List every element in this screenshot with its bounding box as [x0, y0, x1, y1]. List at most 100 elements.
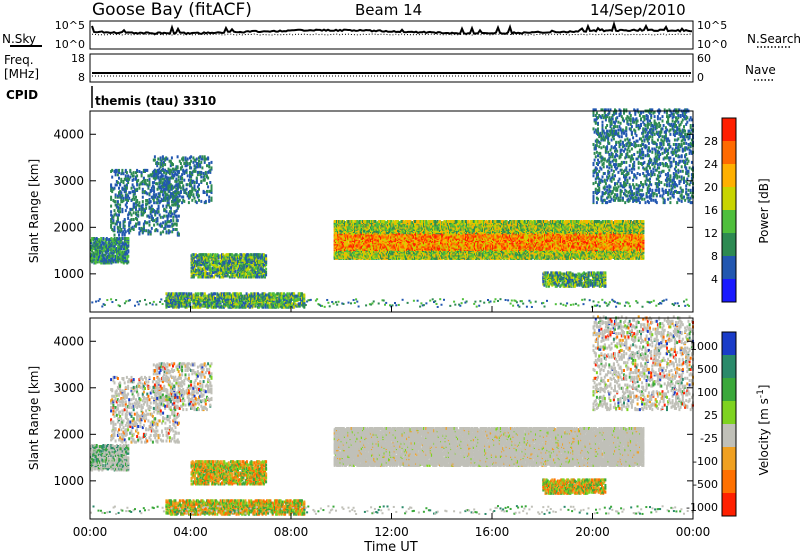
range-time-cell	[196, 158, 198, 161]
range-time-cell	[133, 178, 135, 181]
range-time-cell	[166, 230, 168, 233]
range-time-cell	[187, 183, 189, 186]
range-time-cell	[170, 196, 172, 199]
range-time-cell	[157, 229, 159, 232]
range-time-cell	[201, 166, 203, 169]
range-time-cell	[177, 219, 179, 222]
range-time-cell	[153, 185, 155, 188]
range-time-cell	[187, 174, 189, 177]
range-time-cell	[120, 178, 122, 181]
range-time-cell	[127, 249, 129, 252]
range-time-cell	[100, 237, 102, 240]
range-time-cell	[129, 191, 131, 194]
range-time-cell	[114, 226, 116, 229]
date-title: 14/Sep/2010	[590, 1, 686, 19]
noise-tick-low-left: 10^0	[55, 38, 85, 51]
range-time-cell	[180, 162, 182, 165]
range-time-cell	[154, 155, 156, 158]
range-time-cell	[120, 191, 122, 194]
range-time-cell	[150, 200, 152, 203]
range-time-cell	[231, 253, 233, 256]
range-time-cell	[211, 274, 213, 277]
range-time-cell	[131, 218, 133, 221]
range-time-cell	[181, 177, 183, 180]
range-time-cell	[181, 165, 183, 168]
range-time-cell	[174, 172, 176, 175]
cpid-label: CPID	[6, 88, 38, 102]
range-time-cell	[136, 218, 138, 221]
range-time-cell	[153, 224, 155, 227]
range-time-cell	[166, 158, 168, 161]
range-time-cell	[182, 184, 184, 187]
range-time-cell	[110, 196, 112, 199]
range-time-cell	[190, 166, 192, 169]
range-time-cell	[153, 181, 155, 184]
range-time-cell	[283, 292, 285, 295]
range-time-cell	[198, 160, 200, 163]
range-time-cell	[198, 183, 200, 186]
range-time-cell	[155, 193, 157, 196]
range-time-cell	[186, 188, 188, 191]
range-time-cell	[177, 155, 179, 158]
range-time-cell	[204, 178, 206, 181]
range-time-cell	[172, 163, 174, 166]
range-time-cell	[178, 233, 180, 236]
range-time-cell	[138, 187, 140, 190]
range-time-cell	[179, 194, 181, 197]
range-time-cell	[194, 181, 196, 184]
range-time-cell	[136, 188, 138, 191]
range-time-cell	[127, 174, 129, 177]
range-time-cell	[171, 156, 173, 159]
range-time-cell	[190, 160, 192, 163]
range-time-cell	[138, 221, 140, 224]
range-time-cell	[169, 230, 171, 233]
range-time-cell	[129, 176, 131, 179]
range-time-cell	[206, 272, 208, 275]
range-time-cell	[161, 198, 163, 201]
range-time-cell	[201, 155, 203, 158]
range-time-cell	[115, 200, 117, 203]
range-time-cell	[144, 179, 146, 182]
freq-tick-low: 8	[78, 71, 85, 84]
range-time-cell	[175, 188, 177, 191]
range-time-cell	[119, 204, 121, 207]
freq-unit: [MHz]	[4, 67, 39, 81]
range-time-cell	[124, 225, 126, 228]
range-time-cell	[118, 234, 120, 237]
range-time-cell	[135, 223, 137, 226]
range-time-cell	[136, 199, 138, 202]
range-time-cell	[153, 193, 155, 196]
range-time-cell	[180, 190, 182, 193]
range-time-cell	[192, 193, 194, 196]
range-time-cell	[209, 181, 211, 184]
range-time-cell	[211, 161, 213, 164]
range-time-cell	[111, 169, 113, 172]
range-time-cell	[124, 218, 126, 221]
range-time-cell	[149, 224, 151, 227]
range-time-cell	[157, 162, 159, 165]
nave-tick-high: 60	[697, 52, 711, 65]
range-time-cell	[123, 172, 125, 175]
range-time-cell	[204, 191, 206, 194]
range-time-cell	[127, 237, 129, 240]
range-time-cell	[206, 193, 208, 196]
range-time-cell	[118, 187, 120, 190]
range-time-cell	[142, 196, 144, 199]
range-time-cell	[182, 156, 184, 159]
noise-tick-low-right: 10^0	[697, 38, 727, 51]
range-time-cell	[179, 199, 181, 202]
range-time-cell	[125, 174, 127, 177]
range-time-cell	[162, 174, 164, 177]
range-time-cell	[165, 172, 167, 175]
range-time-cell	[206, 190, 208, 193]
range-time-cell	[194, 184, 196, 187]
range-time-cell	[133, 228, 135, 231]
range-time-cell	[145, 207, 147, 210]
range-time-cell	[185, 156, 187, 159]
range-time-cell	[123, 197, 125, 200]
range-time-cell	[196, 177, 198, 180]
nave-label: Nave	[745, 63, 776, 77]
range-time-cell	[114, 234, 116, 237]
range-time-cell	[112, 219, 114, 222]
range-time-cell	[207, 185, 209, 188]
